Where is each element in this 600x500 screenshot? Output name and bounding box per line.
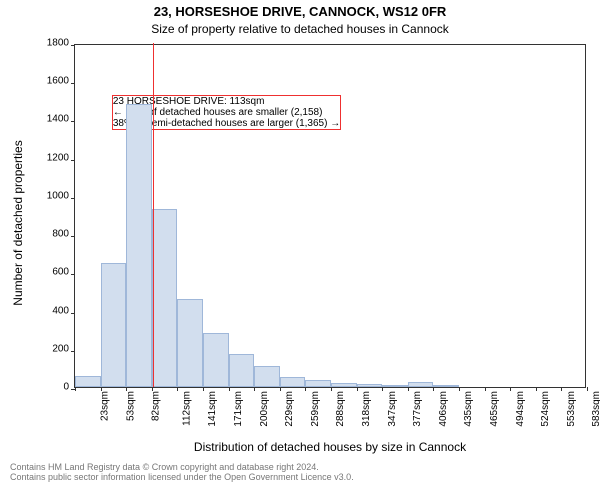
histogram-bar xyxy=(177,299,203,387)
y-tick-label: 1600 xyxy=(47,76,75,87)
y-tick-label: 1800 xyxy=(47,38,75,49)
x-axis-label: Distribution of detached houses by size … xyxy=(74,440,586,454)
histogram-bar xyxy=(152,209,178,387)
x-tick-label: 465sqm xyxy=(489,391,500,427)
y-tick-label: 200 xyxy=(52,343,75,354)
y-tick-label: 800 xyxy=(52,229,75,240)
x-tick-label: 53sqm xyxy=(125,391,136,421)
x-tick-label: 288sqm xyxy=(335,391,346,427)
x-tick-label: 435sqm xyxy=(463,391,474,427)
x-tick-label: 318sqm xyxy=(361,391,372,427)
y-axis-label: Number of detached properties xyxy=(11,51,25,395)
x-tick-label: 583sqm xyxy=(591,391,600,427)
x-tick-label: 171sqm xyxy=(233,391,244,427)
x-tick-label: 23sqm xyxy=(100,391,111,421)
y-tick-label: 600 xyxy=(52,267,75,278)
footer-attribution: Contains HM Land Registry data © Crown c… xyxy=(0,462,600,482)
histogram-bar xyxy=(357,384,383,387)
x-tick-label: 229sqm xyxy=(284,391,295,427)
chart-title: 23, HORSESHOE DRIVE, CANNOCK, WS12 0FR xyxy=(0,4,600,19)
footer-line: Contains HM Land Registry data © Crown c… xyxy=(0,462,600,472)
histogram-bar xyxy=(229,354,255,387)
histogram-bar xyxy=(382,385,408,387)
x-tick-label: 82sqm xyxy=(151,391,162,421)
y-tick-label: 1000 xyxy=(47,190,75,201)
histogram-bar xyxy=(126,104,152,387)
property-marker-line xyxy=(153,43,154,387)
histogram-bar xyxy=(203,333,229,387)
x-tick-label: 524sqm xyxy=(540,391,551,427)
histogram-bar xyxy=(305,380,331,387)
histogram-bar xyxy=(408,382,434,387)
histogram-bar xyxy=(280,377,306,387)
x-tick-label: 553sqm xyxy=(566,391,577,427)
plot-area: 23 HORSESHOE DRIVE: 113sqm← 60% of detac… xyxy=(74,44,586,388)
x-tick-label: 406sqm xyxy=(438,391,449,427)
x-tick-label: 347sqm xyxy=(387,391,398,427)
y-tick-label: 0 xyxy=(63,382,75,393)
x-tick-label: 112sqm xyxy=(181,391,192,426)
histogram-bar xyxy=(254,366,280,387)
x-tick-label: 377sqm xyxy=(412,391,423,427)
histogram-bar xyxy=(433,385,459,387)
histogram-bar xyxy=(331,383,357,387)
x-tick-label: 494sqm xyxy=(515,391,526,427)
x-tick-label: 141sqm xyxy=(207,391,218,427)
footer-line: Contains public sector information licen… xyxy=(0,472,600,482)
x-tick-label: 259sqm xyxy=(310,391,321,427)
chart-subtitle: Size of property relative to detached ho… xyxy=(0,22,600,36)
chart-container: 23, HORSESHOE DRIVE, CANNOCK, WS12 0FR S… xyxy=(0,0,600,500)
y-tick-label: 1200 xyxy=(47,152,75,163)
x-tick-label: 200sqm xyxy=(259,391,270,427)
histogram-bar xyxy=(75,376,101,387)
y-tick-label: 1400 xyxy=(47,114,75,125)
y-tick-label: 400 xyxy=(52,305,75,316)
histogram-bar xyxy=(101,263,127,387)
